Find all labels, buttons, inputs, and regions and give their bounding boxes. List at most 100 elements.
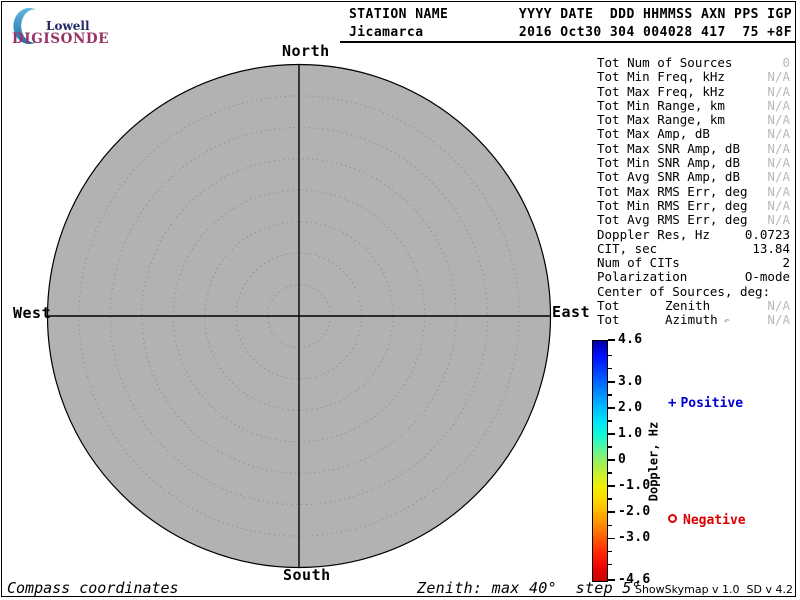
curved-arrow-icon: ↶ <box>717 316 730 328</box>
stat-value: N/A <box>767 183 790 199</box>
colorbar-major-tick <box>608 433 615 435</box>
stat-label: Tot Min SNR Amp, dB <box>597 155 740 171</box>
colorbar-tick-label: -1.0 <box>618 478 651 494</box>
legend-negative: Negative <box>668 513 746 528</box>
colorbar-minor-tick <box>608 354 612 357</box>
stat-value: O-mode <box>744 269 790 285</box>
stat-row: Tot Min SNR Amp, dB N/A <box>597 155 790 171</box>
colorbar-tick-label: 4.6 <box>618 332 643 347</box>
stat-row: Num of CITs 2 <box>597 255 790 271</box>
stat-row: Doppler Res, Hz 0.0723 <box>597 226 790 242</box>
stat-label: Tot Max RMS Err, deg <box>597 183 748 199</box>
colorbar-minor-tick <box>608 524 612 526</box>
stat-label: Tot Avg RMS Err, deg <box>597 212 748 228</box>
colorbar-tick-label: 3.0 <box>618 373 643 389</box>
stat-row: Tot Azimuth ↶ N/A <box>597 312 790 328</box>
stat-row: Tot Max SNR Amp, dB N/A <box>597 140 790 156</box>
stat-label: Tot Max Range, km <box>597 112 725 128</box>
stat-value: 0 <box>782 55 790 70</box>
stat-value: N/A <box>767 155 790 171</box>
colorbar-minor-tick <box>608 394 612 396</box>
stat-value: N/A <box>767 140 790 156</box>
station-name-value: Jicamarca <box>349 25 424 40</box>
crescent-icon <box>13 7 37 45</box>
stat-label: Center of Sources, deg: <box>597 283 771 299</box>
colorbar-axis-title: Doppler, Hz <box>646 421 661 502</box>
stat-value: N/A <box>767 69 790 85</box>
stat-label: Tot Max SNR Amp, dB <box>597 140 740 156</box>
stat-value: N/A <box>767 312 790 328</box>
compass-label-north: North <box>282 42 330 60</box>
colorbar-major-tick <box>608 407 615 409</box>
colorbar-tick-label: -3.0 <box>618 530 651 546</box>
stat-row: Tot Num of Sources 0 <box>597 55 790 70</box>
stat-value: N/A <box>767 212 790 228</box>
colorbar-minor-tick <box>608 420 612 422</box>
colorbar-minor-tick <box>608 563 612 566</box>
station-name-header: STATION NAME <box>349 7 449 22</box>
stat-label: CIT, sec <box>597 240 658 256</box>
colorbar-tick-label: -2.0 <box>618 504 651 520</box>
colorbar-major-tick <box>608 485 615 487</box>
colorbar-minor-tick <box>608 550 612 553</box>
colorbar-tick-label: 0 <box>618 452 627 467</box>
colorbar-minor-tick <box>608 367 612 370</box>
stat-label: Tot <box>597 298 620 314</box>
stat-value: N/A <box>767 197 790 213</box>
stat-value: N/A <box>767 97 790 113</box>
colorbar-minor-tick <box>608 472 612 474</box>
stat-row: Polarization O-mode <box>597 269 790 285</box>
stat-value: N/A <box>767 126 790 142</box>
skymap-polar-plot <box>46 63 552 569</box>
stat-row: Tot Min Range, km N/A <box>597 97 790 113</box>
logo-text-lowell: Lowell <box>46 19 90 33</box>
stat-sublabel: Azimuth ↶ <box>665 312 730 328</box>
circle-marker-icon <box>668 514 677 523</box>
colorbar-major-tick <box>608 511 615 513</box>
stat-row: CIT, sec 13.84 <box>597 240 790 256</box>
stat-label: Num of CITs <box>597 255 680 271</box>
colorbar-major-tick <box>608 579 615 581</box>
stat-row: Tot Avg RMS Err, deg N/A <box>597 212 790 228</box>
stat-row: Tot Min Freq, kHz N/A <box>597 69 790 85</box>
stat-row: Tot Max RMS Err, deg N/A <box>597 183 790 199</box>
stat-row: Tot Min RMS Err, deg N/A <box>597 197 790 213</box>
coordinate-system-label: Compass coordinates <box>7 579 179 597</box>
stat-value: N/A <box>767 112 790 128</box>
colorbar-tick-label: -4.6 <box>618 572 651 587</box>
stat-sublabel: Zenith <box>665 298 711 314</box>
colorbar-tick-label: 2.0 <box>618 399 643 415</box>
stat-value: 2 <box>782 255 790 271</box>
compass-label-south: South <box>283 566 331 584</box>
datetime-value: 2016 Oct30 304 004028 417 75 +8F <box>518 25 792 40</box>
stat-label: Doppler Res, Hz <box>597 226 710 242</box>
stat-row: Tot Max Freq, kHz N/A <box>597 83 790 99</box>
colorbar-major-tick <box>608 459 615 461</box>
stat-label: Tot Min RMS Err, deg <box>597 197 748 213</box>
lowell-digisonde-logo: Lowell DIGISONDE <box>8 5 118 47</box>
colorbar-minor-tick <box>608 446 612 448</box>
logo-text-digisonde: DIGISONDE <box>12 31 110 47</box>
stat-row: Tot Avg SNR Amp, dB N/A <box>597 169 790 185</box>
header-separator <box>340 41 796 43</box>
software-version-label: ShowSkymap v 1.0 SD v 4.2 <box>634 583 793 596</box>
zenith-range-label: Zenith: max 40° step 5° <box>417 579 641 597</box>
stat-row: Tot Max Amp, dB N/A <box>597 126 790 142</box>
legend-negative-label: Negative <box>683 513 746 528</box>
colorbar-major-tick <box>608 381 615 383</box>
stat-value: N/A <box>767 169 790 185</box>
stat-label: Tot Max Freq, kHz <box>597 83 725 99</box>
doppler-colorbar <box>592 340 608 582</box>
legend-positive-label: Positive <box>680 396 744 411</box>
stat-label: Tot <box>597 312 620 328</box>
legend-positive: + Positive <box>668 395 743 411</box>
compass-label-west: West <box>13 304 52 322</box>
stat-label: Tot Min Range, km <box>597 97 725 113</box>
colorbar-major-tick <box>608 537 615 539</box>
stat-label: Polarization <box>597 269 688 285</box>
stat-row: Tot Max Range, km N/A <box>597 112 790 128</box>
colorbar-tick-label: 1.0 <box>618 425 643 441</box>
stat-value: 0.0723 <box>744 226 790 242</box>
datetime-header: YYYY DATE DDD HHMMSS AXN PPS IGP <box>518 7 792 22</box>
